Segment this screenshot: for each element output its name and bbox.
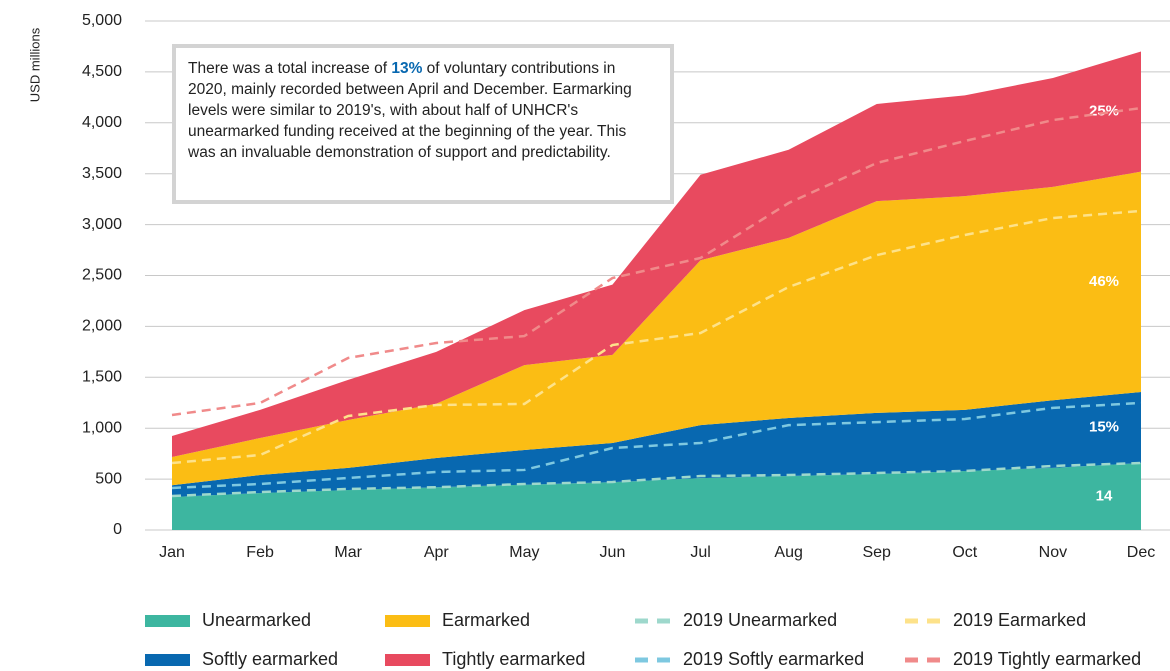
- line: [171, 106, 1142, 417]
- annotation-text: There was a total increase of: [188, 60, 392, 77]
- x-tick-label: Jun: [600, 544, 626, 561]
- legend-swatch: [385, 615, 430, 627]
- x-tick-label: Oct: [952, 544, 977, 561]
- area: [172, 463, 1141, 530]
- series-label: 15%: [1089, 419, 1119, 436]
- x-tick-label: May: [509, 544, 539, 561]
- line: [171, 209, 1142, 465]
- x-tick-label: Feb: [246, 544, 274, 561]
- x-tick-label: Nov: [1039, 544, 1067, 561]
- series-label: 14: [1096, 487, 1113, 504]
- x-tick-label: Apr: [424, 544, 450, 561]
- line: [171, 401, 1142, 490]
- y-tick-label: 5,000: [82, 12, 122, 29]
- legend-label: Tightly earmarked: [442, 649, 585, 669]
- legend-label: Earmarked: [442, 610, 530, 630]
- annotation: There was a total increase of 13% of vol…: [172, 44, 674, 204]
- y-tick-label: 0: [113, 521, 122, 538]
- legend-swatch: [145, 615, 190, 627]
- y-tick-label: 500: [95, 470, 122, 487]
- x-tick-label: Sep: [862, 544, 891, 561]
- annotation-highlight: 13%: [391, 60, 423, 77]
- y-axis-label: USD millions: [27, 27, 42, 102]
- x-tick-label: Jul: [690, 544, 710, 561]
- legend-label: 2019 Unearmarked: [683, 610, 837, 630]
- y-tick-label: 1,000: [82, 419, 122, 436]
- y-tick-label: 1,500: [82, 369, 122, 386]
- y-tick-label: 4,500: [82, 63, 122, 80]
- annotation-text: of voluntary contributions in 2020, main…: [188, 60, 632, 161]
- x-tick-label: Jan: [159, 544, 185, 561]
- x-tick-label: Aug: [774, 544, 802, 561]
- line: [171, 461, 1142, 498]
- x-tick-label: Mar: [334, 544, 362, 561]
- x-tick-label: Dec: [1127, 544, 1155, 561]
- legend-swatch: [145, 654, 190, 666]
- legend-label: 2019 Softly earmarked: [683, 649, 864, 669]
- y-tick-label: 2,000: [82, 318, 122, 335]
- y-tick-label: 3,000: [82, 216, 122, 233]
- area: [172, 51, 1141, 458]
- y-tick-label: 3,500: [82, 165, 122, 182]
- legend-label: 2019 Earmarked: [953, 610, 1086, 630]
- series-label: 25%: [1089, 103, 1119, 120]
- legend-label: Unearmarked: [202, 610, 311, 630]
- legend-label: 2019 Tightly earmarked: [953, 649, 1141, 669]
- y-tick-label: 4,000: [82, 114, 122, 131]
- y-tick-label: 2,500: [82, 267, 122, 284]
- series-label: 46%: [1089, 273, 1119, 290]
- legend-swatch: [385, 654, 430, 666]
- legend-label: Softly earmarked: [202, 649, 338, 669]
